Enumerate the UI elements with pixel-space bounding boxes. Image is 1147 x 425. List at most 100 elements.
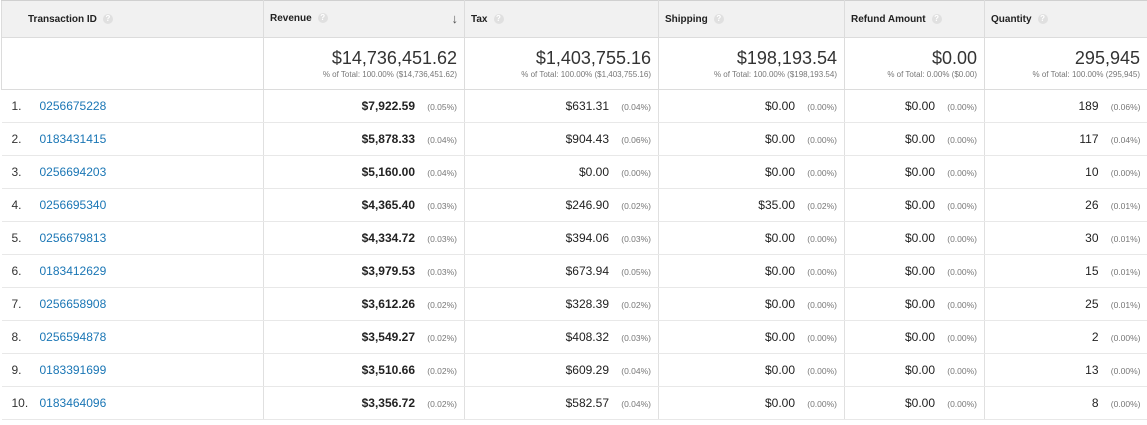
metric-percent: (0.00%) xyxy=(807,300,837,310)
metric-value: $609.29 xyxy=(565,363,609,377)
metric-value: $5,160.00 xyxy=(361,165,415,179)
metric-percent: (0.00%) xyxy=(947,300,977,310)
tax-cell: $246.90 (0.02%) xyxy=(464,188,659,222)
revenue-cell: $3,612.26 (0.02%) xyxy=(263,287,465,321)
total-percent: % of Total: 100.00% (295,945) xyxy=(1032,70,1140,79)
metric-value: $0.00 xyxy=(764,363,795,377)
metric-percent: (0.02%) xyxy=(807,201,837,211)
table-row: 2. 0183431415 $5,878.33 (0.04%) $904.43 (0.06… xyxy=(1,122,1147,156)
metric-value: $0.00 xyxy=(764,132,795,146)
column-header-shipping[interactable]: Shipping? xyxy=(658,0,845,38)
quantity-cell: 117 (0.04%) xyxy=(984,122,1147,156)
transaction-id-link[interactable]: 0256594878 xyxy=(39,330,107,344)
shipping-cell: $0.00 (0.00%) xyxy=(658,386,845,420)
metric-percent: (0.05%) xyxy=(427,102,457,112)
refund-amount-cell: $0.00 (0.00%) xyxy=(844,353,985,387)
transaction-id-link[interactable]: 0183412629 xyxy=(39,264,107,278)
tax-cell: $609.29 (0.04%) xyxy=(464,353,659,387)
metric-percent: (0.04%) xyxy=(621,102,651,112)
metric-percent: (0.04%) xyxy=(621,366,651,376)
help-icon[interactable]: ? xyxy=(1037,13,1048,24)
column-header-transaction-id[interactable]: Transaction ID? xyxy=(1,0,264,38)
tax-cell: $904.43 (0.06%) xyxy=(464,122,659,156)
row-index: 1. xyxy=(11,99,22,113)
total-shipping: $198,193.54 % of Total: 100.00% ($198,19… xyxy=(658,37,845,90)
transaction-id-link[interactable]: 0183464096 xyxy=(39,396,107,410)
transaction-id-cell: 7. 0256658908 xyxy=(1,287,264,321)
transaction-id-cell: 2. 0183431415 xyxy=(1,122,264,156)
metric-percent: (0.00%) xyxy=(947,267,977,277)
shipping-cell: $0.00 (0.00%) xyxy=(658,89,845,123)
transaction-id-link[interactable]: 0256675228 xyxy=(39,99,107,113)
metric-value: $4,334.72 xyxy=(361,231,415,245)
metric-value: $0.00 xyxy=(904,132,935,146)
metric-percent: (0.00%) xyxy=(807,135,837,145)
metric-percent: (0.04%) xyxy=(1110,135,1141,145)
metric-value: $0.00 xyxy=(764,297,795,311)
quantity-cell: 26 (0.01%) xyxy=(984,188,1147,222)
transaction-id-cell: 1. 0256675228 xyxy=(1,89,264,123)
help-icon[interactable]: ? xyxy=(317,13,328,24)
revenue-cell: $3,356.72 (0.02%) xyxy=(263,386,465,420)
metric-value: $0.00 xyxy=(764,165,795,179)
metric-percent: (0.04%) xyxy=(621,399,651,409)
totals-label-cell xyxy=(1,37,264,90)
metric-percent: (0.00%) xyxy=(1110,168,1141,178)
metric-percent: (0.00%) xyxy=(947,234,977,244)
revenue-cell: $7,922.59 (0.05%) xyxy=(263,89,465,123)
help-icon[interactable]: ? xyxy=(493,13,504,24)
metric-value: $3,356.72 xyxy=(361,396,415,410)
metric-percent: (0.00%) xyxy=(1110,366,1141,376)
tax-cell: $0.00 (0.00%) xyxy=(464,155,659,189)
metric-percent: (0.00%) xyxy=(807,333,837,343)
metric-value: $0.00 xyxy=(904,99,935,113)
table-row: 5. 0256679813 $4,334.72 (0.03%) $394.06 (0.03… xyxy=(1,221,1147,255)
column-header-quantity[interactable]: Quantity? xyxy=(984,0,1147,38)
metric-percent: (0.00%) xyxy=(807,267,837,277)
metric-value: 26 xyxy=(1085,198,1099,212)
transaction-id-cell: 10. 0183464096 xyxy=(1,386,264,420)
shipping-cell: $0.00 (0.00%) xyxy=(658,320,845,354)
transaction-id-link[interactable]: 0183391699 xyxy=(39,363,107,377)
column-header-revenue[interactable]: Revenue? ↓ xyxy=(263,0,465,38)
column-header-tax[interactable]: Tax? xyxy=(464,0,659,38)
refund-amount-cell: $0.00 (0.00%) xyxy=(844,254,985,288)
row-index: 10. xyxy=(11,396,29,410)
total-value: $0.00 xyxy=(931,48,977,68)
help-icon[interactable]: ? xyxy=(713,13,724,24)
metric-percent: (0.00%) xyxy=(947,201,977,211)
transaction-id-link[interactable]: 0256695340 xyxy=(39,198,107,212)
column-header-label: Tax xyxy=(471,13,488,25)
shipping-cell: $0.00 (0.00%) xyxy=(658,221,845,255)
revenue-cell: $4,365.40 (0.03%) xyxy=(263,188,465,222)
metric-percent: (0.00%) xyxy=(807,366,837,376)
row-index: 2. xyxy=(11,132,22,146)
refund-amount-cell: $0.00 (0.00%) xyxy=(844,155,985,189)
shipping-cell: $35.00 (0.02%) xyxy=(658,188,845,222)
table-row: 4. 0256695340 $4,365.40 (0.03%) $246.90 (0.02… xyxy=(1,188,1147,222)
transaction-id-link[interactable]: 0256679813 xyxy=(39,231,107,245)
transaction-id-link[interactable]: 0183431415 xyxy=(39,132,107,146)
total-value: $1,403,755.16 xyxy=(535,48,651,68)
shipping-cell: $0.00 (0.00%) xyxy=(658,122,845,156)
metric-value: $0.00 xyxy=(764,396,795,410)
shipping-cell: $0.00 (0.00%) xyxy=(658,353,845,387)
metric-percent: (0.03%) xyxy=(621,333,651,343)
transaction-id-link[interactable]: 0256658908 xyxy=(39,297,107,311)
metric-percent: (0.03%) xyxy=(427,201,457,211)
metric-percent: (0.00%) xyxy=(807,234,837,244)
total-refund-amount: $0.00 % of Total: 0.00% ($0.00) xyxy=(844,37,985,90)
total-tax: $1,403,755.16 % of Total: 100.00% ($1,40… xyxy=(464,37,659,90)
column-header-refund-amount[interactable]: Refund Amount? xyxy=(844,0,985,38)
help-icon[interactable]: ? xyxy=(102,13,113,24)
metric-percent: (0.03%) xyxy=(427,267,457,277)
metric-value: $904.43 xyxy=(565,132,609,146)
sort-descending-icon[interactable]: ↓ xyxy=(451,11,459,26)
metric-value: $7,922.59 xyxy=(361,99,415,113)
metric-value: $394.06 xyxy=(565,231,609,245)
refund-amount-cell: $0.00 (0.00%) xyxy=(844,320,985,354)
metric-value: $3,510.66 xyxy=(361,363,415,377)
revenue-cell: $5,160.00 (0.04%) xyxy=(263,155,465,189)
transaction-id-link[interactable]: 0256694203 xyxy=(39,165,107,179)
help-icon[interactable]: ? xyxy=(931,13,942,24)
